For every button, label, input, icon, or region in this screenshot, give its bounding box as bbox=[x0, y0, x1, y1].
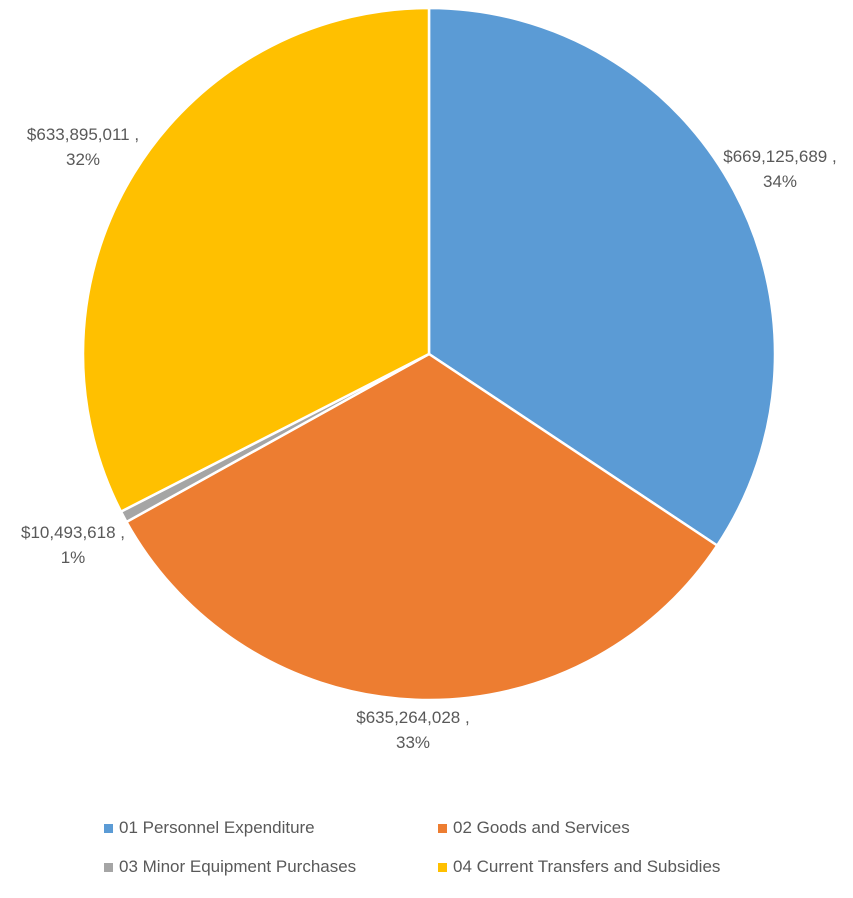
data-label-value-transfers: $633,895,011 , bbox=[27, 125, 139, 144]
data-label-value-equipment: $10,493,618 , bbox=[21, 523, 125, 542]
legend-label-goods: 02 Goods and Services bbox=[453, 818, 630, 837]
data-label-goods: $635,264,028 , 33% bbox=[356, 708, 469, 752]
data-label-percent-transfers: 32% bbox=[66, 150, 100, 169]
legend-item-personnel: 01 Personnel Expenditure bbox=[104, 818, 438, 838]
legend-label-transfers: 04 Current Transfers and Subsidies bbox=[453, 857, 721, 876]
data-label-personnel: $669,125,689 , 34% bbox=[723, 147, 836, 191]
data-label-percent-equipment: 1% bbox=[61, 548, 86, 567]
legend-item-transfers: 04 Current Transfers and Subsidies bbox=[438, 857, 838, 877]
pie-slice-transfers bbox=[81, 6, 431, 513]
legend-swatch-equipment bbox=[104, 862, 113, 872]
legend-label-equipment: 03 Minor Equipment Purchases bbox=[119, 857, 357, 876]
legend-swatch-transfers bbox=[438, 862, 447, 872]
legend-label-personnel: 01 Personnel Expenditure bbox=[119, 818, 315, 837]
data-label-value-goods: $635,264,028 , bbox=[356, 708, 469, 727]
legend-swatch-personnel bbox=[104, 823, 113, 833]
data-label-value-personnel: $669,125,689 , bbox=[723, 147, 836, 166]
data-label-percent-personnel: 34% bbox=[763, 172, 797, 191]
legend-swatch-goods bbox=[438, 823, 447, 833]
legend-item-goods: 02 Goods and Services bbox=[438, 818, 838, 838]
data-label-equipment: $10,493,618 , 1% bbox=[21, 523, 125, 567]
data-label-transfers: $633,895,011 , 32% bbox=[27, 125, 139, 169]
data-label-percent-goods: 33% bbox=[396, 733, 430, 752]
legend: 01 Personnel Expenditure 02 Goods and Se… bbox=[104, 818, 844, 877]
legend-item-equipment: 03 Minor Equipment Purchases bbox=[104, 857, 438, 877]
pie-plot: $669,125,689 , 34% $635,264,028 , 33% $10,49… bbox=[21, 6, 837, 752]
